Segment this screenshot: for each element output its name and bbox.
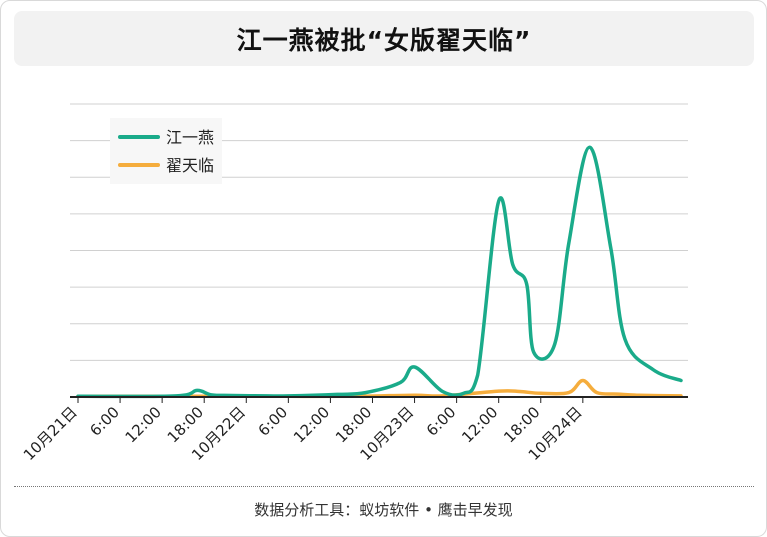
legend-label: 江一燕 <box>166 128 214 147</box>
x-tick-label: 6:00 <box>423 403 460 440</box>
x-tick-label: 12:00 <box>458 403 501 446</box>
x-tick-label: 10月21日 <box>20 403 81 464</box>
x-tick-label: 6:00 <box>255 403 292 440</box>
x-tick-label: 12:00 <box>122 403 165 446</box>
x-tick-label: 12:00 <box>290 403 333 446</box>
legend-label: 翟天临 <box>166 156 214 175</box>
legend-box <box>110 118 222 184</box>
x-tick-label: 6:00 <box>86 403 123 440</box>
title-bar: 江一燕被批“女版翟天临” <box>14 11 754 66</box>
series-line-0 <box>76 145 683 399</box>
footer-divider <box>14 486 754 487</box>
chart-title: 江一燕被批“女版翟天临” <box>236 25 532 55</box>
footer-source: 数据分析工具：蚁坊软件 • 鹰击早发现 <box>254 501 513 519</box>
